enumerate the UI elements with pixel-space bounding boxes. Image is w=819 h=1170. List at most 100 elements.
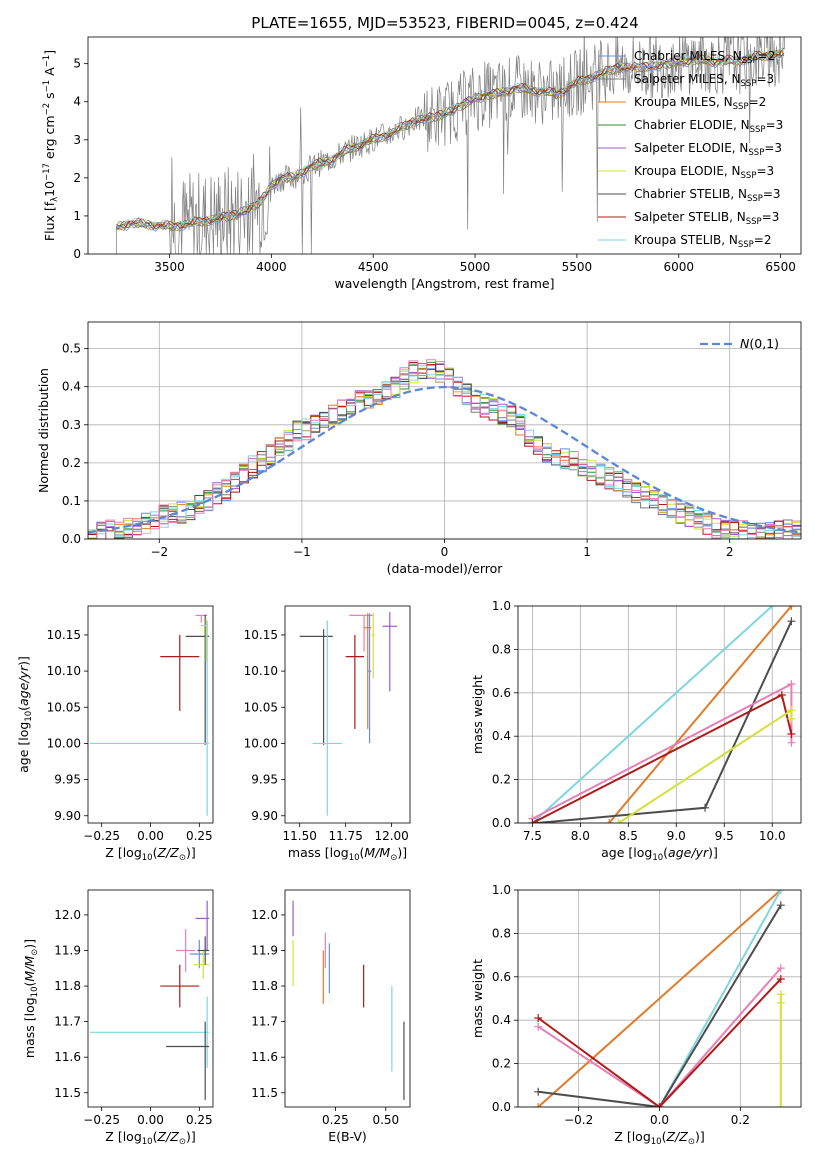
legend-label: Kroupa STELIB, NSSP=2 — [634, 233, 772, 250]
legend-label: Chabrier ELODIE, NSSP=3 — [634, 118, 783, 135]
label-part: )] — [186, 845, 196, 860]
weight-marker — [534, 1014, 543, 1023]
x-tick-label: 0.00 — [137, 829, 164, 843]
label-part: A — [42, 67, 57, 80]
age_vs_Z-axes: −0.25 0.00 0.25 9.90 9.95 10.00 10.05 10.10 10.1… — [16, 628, 213, 863]
model-line — [116, 47, 785, 230]
y-tick-label: 11.6 — [54, 1050, 81, 1064]
x-axis-label: E(B-V) — [328, 1129, 367, 1144]
x-axis-label: wavelength [Angstrom, rest frame] — [334, 276, 554, 291]
weight-marker — [776, 1103, 785, 1107]
x-axis-label: mass [log10(M/M⊙)] — [288, 845, 407, 863]
label-part: )] — [397, 845, 407, 860]
legend-name: Kroupa MILES, N — [634, 95, 733, 109]
weight-marker — [534, 1022, 543, 1031]
weight-line — [537, 978, 782, 1107]
y-tick-label: 0.8 — [492, 926, 511, 940]
label-part: ( — [662, 1129, 667, 1144]
y-tick-label: 11.9 — [251, 943, 278, 957]
x-axis-label: (data-model)/error — [387, 561, 504, 576]
y-tick-label: 10.15 — [47, 628, 81, 642]
observed-spectrum — [116, 37, 786, 254]
x-tick-label: 8.0 — [571, 829, 590, 843]
residuals-frame — [87, 321, 802, 540]
y-axis-label: mass weight — [470, 959, 485, 1038]
x-tick-label: −1 — [293, 545, 311, 559]
x-tick-label: 1 — [583, 545, 591, 559]
legend-value: =3 — [756, 72, 774, 86]
label-part: )] — [186, 1129, 196, 1144]
y-tick-label: 0.8 — [492, 642, 511, 656]
y-tick-label: 10.00 — [244, 736, 278, 750]
legend-value: =3 — [763, 187, 781, 201]
weight-marker — [787, 680, 796, 689]
y-tick-label: 0.0 — [492, 816, 511, 830]
label-part: ] — [42, 50, 57, 55]
label-part: 10 — [652, 853, 663, 863]
weight_vs_Z-frame — [517, 889, 802, 1108]
label-part: M/M — [22, 956, 37, 982]
legend-sub: SSP — [742, 56, 758, 66]
y-axis-label: age [log10(age/yr)] — [16, 656, 34, 773]
legend-label: Kroupa MILES, NSSP=2 — [634, 95, 766, 112]
weight-marker — [787, 706, 796, 715]
y-tick-label: 11.8 — [54, 979, 81, 993]
x-axis-label: Z [log10(Z/Z⊙)] — [614, 1129, 704, 1147]
y-tick-label: 2 — [73, 171, 81, 185]
mass_vs_Z-frame — [87, 889, 214, 1108]
weight-marker — [787, 730, 796, 739]
x-tick-label: 0.0 — [650, 1113, 669, 1127]
model-line — [116, 49, 784, 232]
y-tick-label: 9.95 — [54, 773, 81, 787]
legend-label: Kroupa ELODIE, NSSP=3 — [634, 164, 774, 181]
age_vs_mass-plot — [299, 611, 398, 816]
legend-sub: SSP — [747, 194, 763, 204]
x-tick-label: 0.2 — [731, 1113, 750, 1127]
legend-label: N(0,1) — [740, 336, 779, 351]
weight-marker — [776, 890, 785, 894]
x-tick-label: 4000 — [256, 260, 287, 274]
legend-name: Chabrier MILES, N — [634, 49, 742, 63]
label-part: Flux [f — [42, 201, 57, 241]
legend-value: =3 — [762, 210, 780, 224]
weight-marker — [776, 901, 785, 910]
mass_vs_ebv-frame — [284, 889, 411, 1108]
y-tick-label: 0.2 — [62, 456, 81, 470]
legend-name: Kroupa STELIB, N — [634, 233, 738, 247]
weight-line — [537, 967, 782, 1107]
legend-value: =2 — [758, 49, 776, 63]
label-part: Z/Z — [156, 845, 179, 860]
weight-marker — [655, 1103, 664, 1107]
y-tick-label: 5 — [73, 57, 81, 71]
residuals-plot — [88, 359, 801, 539]
legend-name: Salpeter MILES, N — [634, 72, 741, 86]
x-tick-label: −0.2 — [564, 1113, 593, 1127]
weight-marker — [787, 738, 796, 747]
label-part: )] — [695, 1129, 705, 1144]
x-tick-label: 6500 — [765, 260, 796, 274]
weight-marker — [534, 1087, 543, 1096]
x-tick-label: 0.25 — [186, 1113, 213, 1127]
x-tick-label: 2 — [726, 545, 734, 559]
y-tick-label: 0.6 — [492, 686, 511, 700]
histogram-step — [88, 359, 801, 539]
x-axis-label: age [log10(age/yr)] — [601, 845, 718, 863]
legend-name: Salpeter STELIB, N — [634, 210, 746, 224]
x-tick-label: 5500 — [562, 260, 593, 274]
y-tick-label: 0.3 — [62, 418, 81, 432]
mass_vs_ebv-axes: 0.25 0.50 11.5 11.6 11.7 11.8 11.9 12.0 E(B-V) — [251, 908, 399, 1144]
y-tick-label: 10.05 — [244, 700, 278, 714]
label-part: −17 — [42, 163, 52, 181]
legend-sub: SSP — [748, 148, 764, 158]
label-part: erg cm — [42, 115, 57, 163]
legend-sub: SSP — [746, 217, 762, 227]
label-part: −1 — [42, 80, 52, 93]
label-part: ( — [16, 706, 31, 711]
x-tick-label: 0.25 — [186, 829, 213, 843]
x-tick-label: 0.50 — [372, 1113, 399, 1127]
weight-marker — [776, 974, 785, 983]
age_vs_Z-plot — [89, 614, 210, 816]
y-tick-label: 10.05 — [47, 700, 81, 714]
legend-label: Salpeter ELODIE, NSSP=3 — [634, 141, 782, 158]
y-tick-label: 0.4 — [62, 380, 81, 394]
